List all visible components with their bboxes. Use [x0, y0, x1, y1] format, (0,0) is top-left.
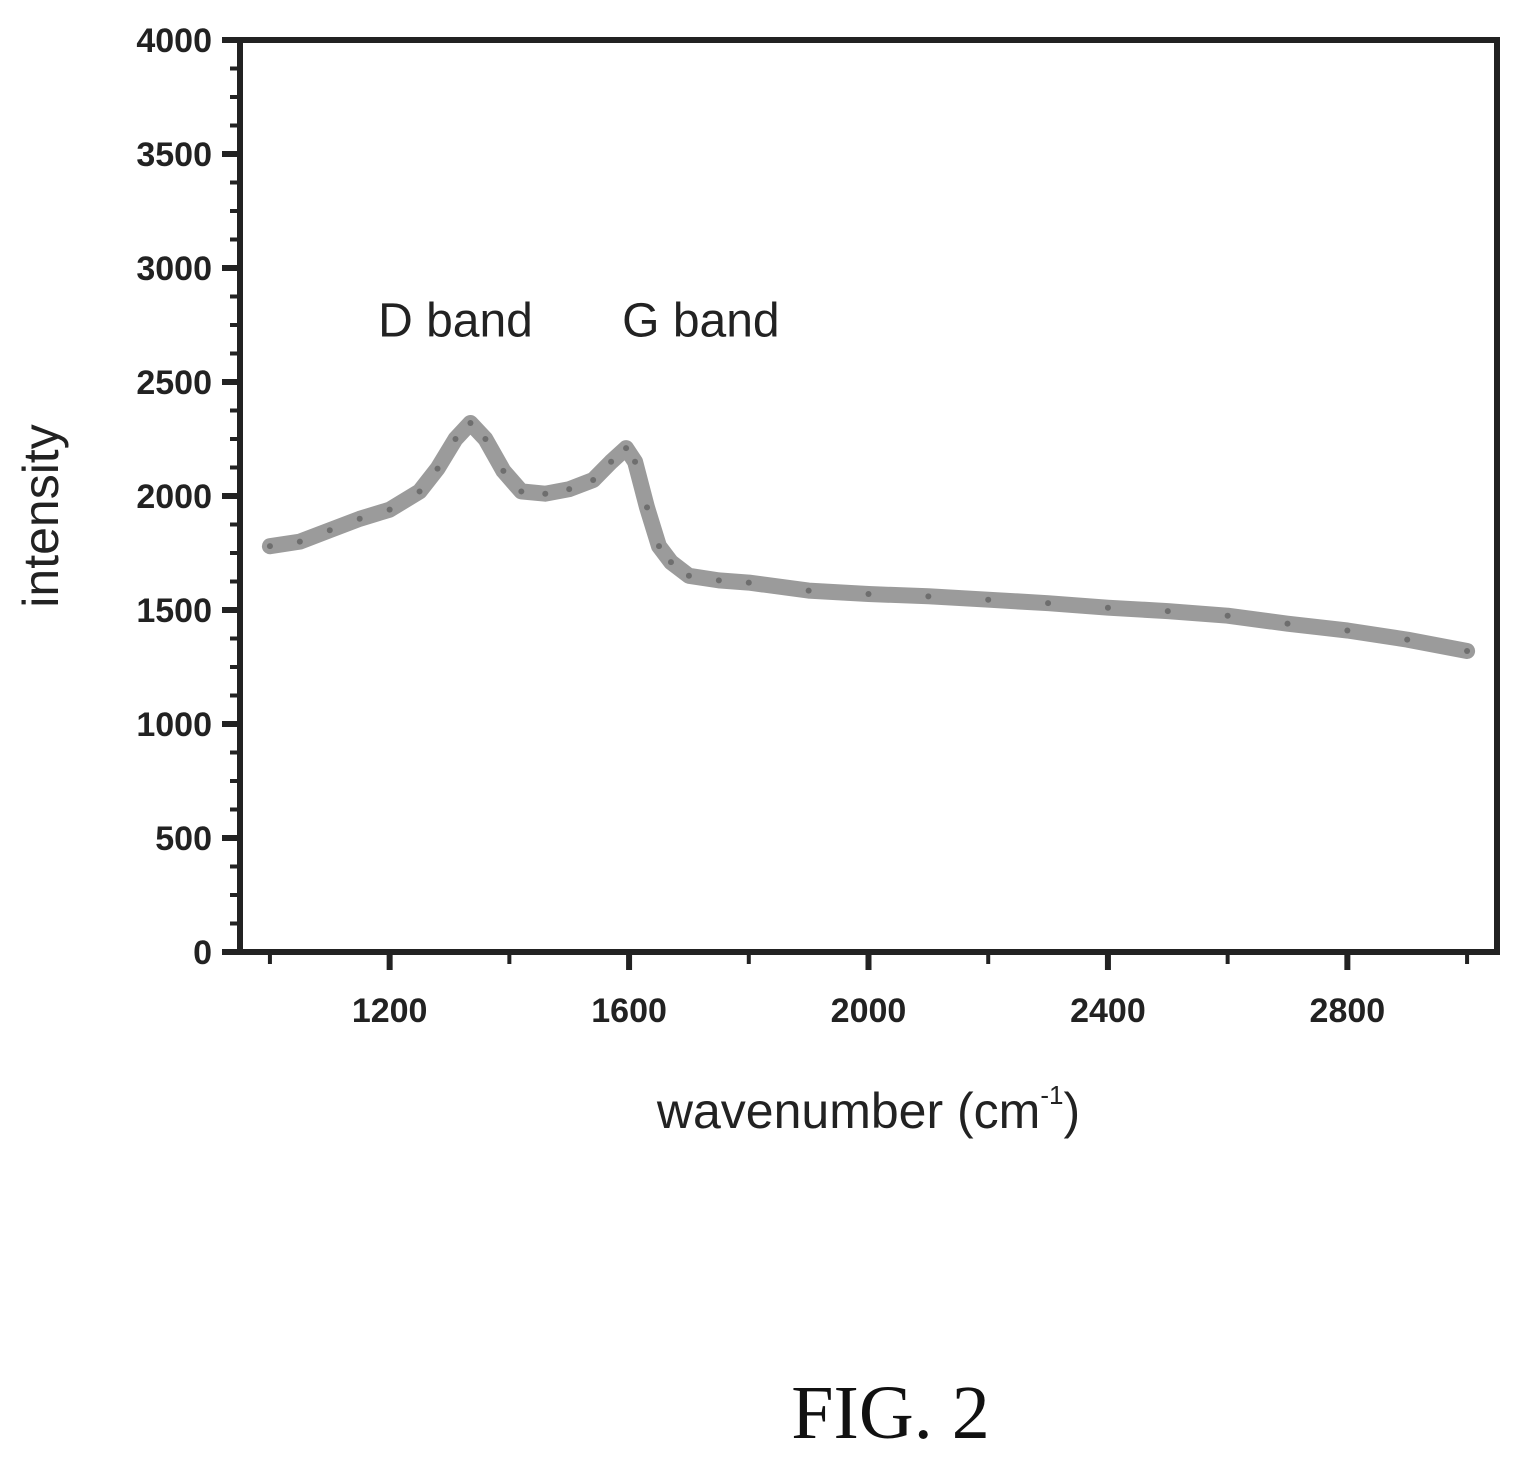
data-point	[566, 486, 573, 493]
data-point	[1045, 600, 1052, 607]
data-point	[644, 504, 651, 511]
x-tick-label: 2400	[1070, 992, 1146, 1030]
data-point	[805, 587, 812, 594]
peak-annotation: G band	[622, 294, 779, 347]
data-point	[925, 593, 932, 600]
peak-annotation: D band	[378, 294, 533, 347]
data-point	[608, 458, 615, 465]
series-line	[261, 415, 1476, 659]
data-point	[542, 490, 549, 497]
y-tick-label: 3500	[136, 136, 212, 174]
y-tick-label: 3000	[136, 250, 212, 288]
raman-spectrum-chart: 0 500 1000 1500 2000 2500 3000 3500 4000 1200 160…	[13, 22, 1500, 1139]
x-axis-label-main: wavenumber (cm	[656, 1083, 1040, 1139]
data-point	[715, 577, 722, 584]
x-tick-label: 2000	[831, 992, 907, 1030]
data-point	[452, 436, 459, 442]
x-axis-label-close: )	[1063, 1083, 1080, 1139]
y-tick-label: 4000	[136, 22, 212, 60]
x-tick-label: 2800	[1310, 992, 1386, 1030]
data-point	[685, 572, 692, 579]
data-point	[1224, 612, 1231, 619]
y-tick-label: 0	[193, 934, 212, 972]
data-point	[1404, 636, 1411, 643]
data-point	[590, 477, 597, 484]
data-point	[296, 538, 303, 545]
y-tick-label: 1500	[136, 592, 212, 630]
data-point	[434, 465, 441, 472]
data-point	[745, 579, 752, 586]
data-point	[1464, 648, 1471, 655]
y-axis-label: intensity	[13, 424, 69, 607]
data-point	[386, 506, 393, 513]
data-point	[1104, 604, 1111, 611]
data-point	[985, 596, 992, 603]
x-tick-label: 1600	[591, 992, 667, 1030]
data-point	[356, 515, 363, 522]
figure-caption: FIG. 2	[791, 1371, 990, 1455]
plot-frame	[237, 37, 1500, 955]
data-point	[1284, 620, 1291, 627]
x-tick-labels: 1200 1600 2000 2400 2800	[352, 992, 1385, 1030]
data-point	[326, 527, 333, 534]
data-point	[467, 420, 474, 427]
data-point	[500, 467, 507, 474]
data-point	[1344, 627, 1351, 634]
data-point	[482, 436, 489, 442]
y-tick-labels: 0 500 1000 1500 2000 2500 3000 3500 4000	[136, 22, 212, 972]
x-tick-label: 1200	[352, 992, 428, 1030]
data-point	[865, 591, 872, 598]
data-point	[656, 543, 662, 550]
data-point	[416, 488, 423, 495]
y-tick-label: 1000	[136, 706, 212, 744]
x-axis-label: wavenumber (cm-1)	[656, 1080, 1080, 1139]
y-tick-label: 2000	[136, 478, 212, 516]
series-layer	[261, 415, 1476, 659]
data-point	[667, 559, 674, 566]
data-point	[266, 543, 273, 550]
x-axis-label-superscript: -1	[1040, 1080, 1063, 1110]
data-point	[518, 488, 525, 495]
y-tick-label: 2500	[136, 364, 212, 402]
data-point	[1164, 608, 1171, 615]
annotations: D band G band	[378, 294, 780, 347]
data-point	[632, 458, 639, 465]
data-point	[623, 445, 630, 452]
y-tick-label: 500	[155, 820, 212, 858]
